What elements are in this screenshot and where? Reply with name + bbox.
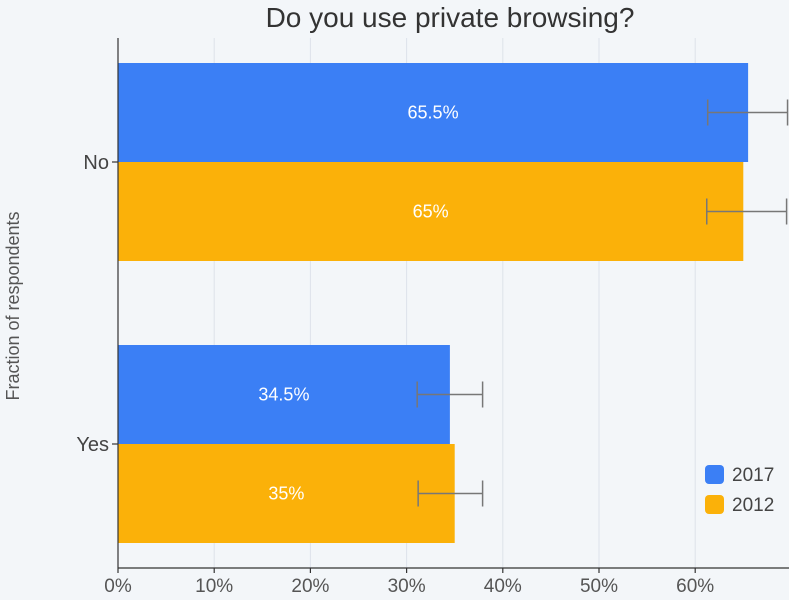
x-tick-label: 40% bbox=[484, 576, 522, 597]
bar-data-label: 34.5% bbox=[258, 385, 309, 405]
x-tick-label: 60% bbox=[676, 576, 714, 597]
legend-label: 2017 bbox=[732, 465, 774, 486]
legend-swatch bbox=[705, 495, 724, 514]
bars: 65.5% 65% 34.5% 35% bbox=[118, 63, 749, 543]
legend: 2017 2012 bbox=[705, 465, 774, 516]
error-bar bbox=[417, 480, 484, 507]
axes: 0% 10% 20% 30% 40% 50% 60% No Yes bbox=[76, 38, 789, 597]
bar bbox=[118, 345, 450, 444]
y-axis-label: Fraction of respondents bbox=[3, 211, 23, 400]
error-bars bbox=[416, 99, 789, 507]
bar bbox=[118, 63, 749, 162]
x-tick-label: 10% bbox=[195, 576, 233, 597]
chart-title: Do you use private browsing? bbox=[266, 2, 635, 33]
y-category-label: Yes bbox=[76, 434, 109, 456]
bar-data-label: 65.5% bbox=[408, 103, 459, 123]
legend-swatch bbox=[705, 465, 724, 484]
legend-label: 2012 bbox=[732, 495, 774, 516]
x-tick-label: 20% bbox=[291, 576, 329, 597]
bar-data-label: 65% bbox=[413, 202, 449, 222]
y-category-label: No bbox=[83, 152, 109, 174]
error-bar bbox=[416, 381, 484, 408]
x-tick-label: 0% bbox=[104, 576, 132, 597]
x-tick-label: 50% bbox=[580, 576, 618, 597]
error-bar bbox=[705, 198, 788, 225]
bar-data-label: 35% bbox=[268, 484, 304, 504]
error-bar bbox=[706, 99, 789, 126]
bar bbox=[118, 444, 455, 543]
x-tick-label: 30% bbox=[388, 576, 426, 597]
bar bbox=[118, 162, 744, 261]
